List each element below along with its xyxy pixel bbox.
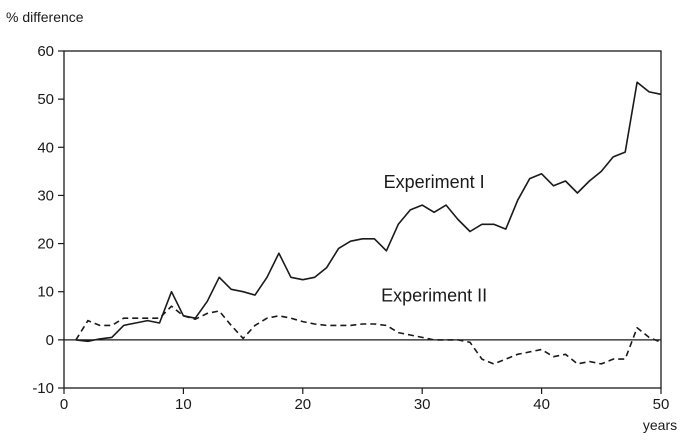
- x-axis-title: years: [643, 417, 677, 433]
- series-layer: [75, 81, 662, 365]
- y-axis-title: % difference: [6, 9, 84, 25]
- y-axis: -10 0 10 20 30 40 50 60: [32, 43, 64, 397]
- y-tick-label: 30: [37, 187, 54, 204]
- series-line-2: [75, 305, 662, 365]
- series-label-2: Experiment II: [381, 285, 487, 305]
- x-tick-label: 50: [653, 396, 670, 413]
- y-tick-label: -10: [32, 380, 54, 397]
- y-tick-label: 60: [37, 43, 54, 60]
- x-axis: 0 10 20 30 40 50: [60, 388, 670, 413]
- y-tick-label: 50: [37, 91, 54, 108]
- x-tick-label: 0: [60, 396, 68, 413]
- series-label-1: Experiment I: [384, 172, 485, 192]
- x-tick-label: 40: [533, 396, 550, 413]
- y-tick-label: 10: [37, 284, 54, 301]
- series-labels: Experiment I Experiment II: [381, 172, 487, 305]
- x-tick-label: 30: [414, 396, 431, 413]
- y-tick-label: 40: [37, 139, 54, 156]
- y-tick-label: 20: [37, 236, 54, 253]
- x-tick-label: 20: [294, 396, 311, 413]
- y-tick-label: 0: [46, 332, 54, 349]
- x-tick-label: 10: [175, 396, 192, 413]
- series-line-1: [75, 81, 662, 343]
- plot-frame: [63, 50, 662, 389]
